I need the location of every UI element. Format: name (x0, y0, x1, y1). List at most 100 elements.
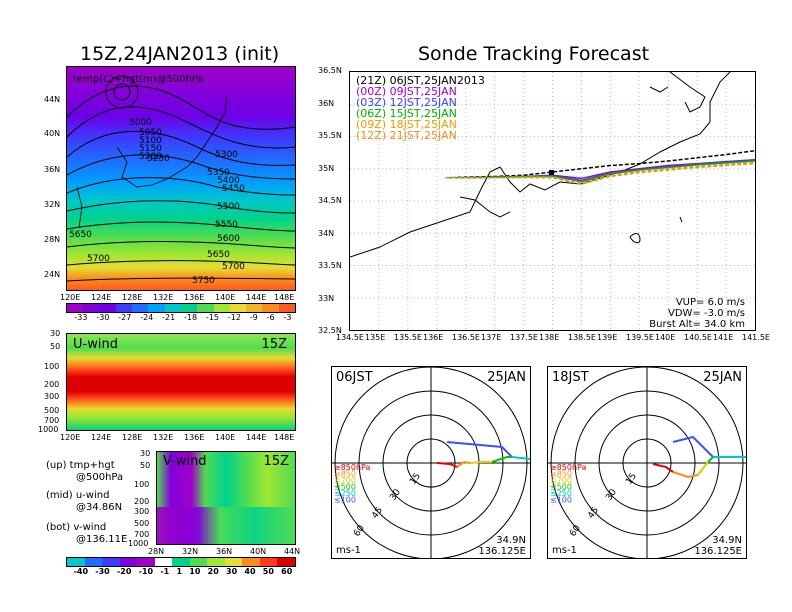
tick-lon: 141E (713, 333, 734, 342)
tick-lat: 28N (148, 547, 165, 556)
colorbar-label: 10 (189, 567, 201, 576)
legend-line: @136.11E (76, 534, 128, 545)
hodo-rings (548, 367, 746, 558)
colorbar-swatch (99, 304, 116, 312)
colorbar-swatch (278, 304, 295, 312)
track-lines (445, 149, 755, 186)
hodograph-right: 15 30 45 60 18JST 25JAN ≥850hPa ≤850 ≤700 ≤… (547, 366, 747, 559)
colorbar-label: -20 (116, 567, 132, 576)
hodo-trace-850 (456, 460, 471, 468)
tick-p: 500 (134, 519, 150, 528)
colorbar-label: -10 (138, 567, 154, 576)
tick-lon: 128E (122, 293, 143, 302)
colorbar-label: -6 (266, 313, 275, 322)
hodo-level-label: ≤100 (334, 496, 356, 505)
colorbar-swatch (148, 304, 165, 312)
colorbar-swatch (180, 304, 198, 312)
svg-text:5350: 5350 (207, 168, 230, 178)
svg-text:5650: 5650 (69, 230, 92, 240)
tick-lon: 135.5E (394, 333, 422, 342)
svg-text:5050: 5050 (139, 128, 162, 138)
tick-lon: 120E (60, 433, 81, 442)
tick-lon: 137E (481, 333, 502, 342)
tick-lon: 136E (184, 433, 205, 442)
colorbar-swatch (102, 558, 120, 566)
colorbar-label: -40 (73, 567, 89, 576)
hodo-level-label: ≤700 (334, 476, 356, 485)
run-legend-item: (03Z) 12JST,25JAN (356, 96, 457, 109)
colorbar-swatch (259, 558, 278, 566)
tick-p: 200 (134, 497, 150, 506)
colorbar-swatch (246, 304, 263, 312)
tick-lon: 120E (60, 293, 81, 302)
colorbar-swatch (277, 558, 295, 566)
uwind-panel: U-wind 15Z (66, 333, 296, 431)
colorbar-swatch (172, 558, 190, 566)
tick-lon: 141.5E (742, 333, 770, 342)
hodo-trace-850 (672, 471, 699, 479)
left-title: 15Z,24JAN2013 (init) (80, 43, 280, 65)
tick-lat: 44N (284, 547, 301, 556)
uwind-time: 15Z (261, 337, 287, 352)
hodo-trace-surface (652, 463, 674, 473)
colorbar-label: -24 (140, 313, 154, 322)
tick-lon: 128E (122, 433, 143, 442)
hodo-level-label: ≤100 (550, 496, 572, 505)
hodo-level-label: ≤500 (334, 483, 356, 492)
tick-p: 50 (50, 342, 61, 351)
vwind-lower-field (157, 507, 295, 544)
colorbar-swatch (242, 558, 260, 566)
tick-lat: 34.5N (318, 196, 342, 205)
tick-lon: 132E (153, 433, 174, 442)
hodo-levels: ≥850hPa≤850≤700≤500≤250≤100 (550, 463, 587, 505)
vwind-panel: V-wind 15Z (156, 451, 296, 545)
map-label: temp(C)+hgt(m)@500hPa (73, 74, 204, 85)
tick-lon: 144E (246, 293, 267, 302)
colorbar-label: -1 (160, 567, 170, 576)
colorbar-swatch (154, 558, 173, 566)
height-contour-labels: 5000 5050 5100 5150 5200 5250 5300 5350 … (69, 118, 245, 286)
legend-line: @500hPa (76, 472, 124, 483)
colorbar-swatch (229, 304, 247, 312)
tick-lat: 32N (44, 200, 61, 209)
colorbar-swatch (84, 558, 103, 566)
svg-text:5200: 5200 (139, 152, 162, 162)
tick-lat: 40N (250, 547, 267, 556)
temp-height-map-svg: temp(C)+hgt(m)@500hPa 5000 5050 5100 515… (67, 67, 295, 290)
temp-colorbar-labels: -33 -30 -27 -24 -21 -18 -15 -12 -9 -6 -3 (70, 313, 296, 322)
tick-p: 100 (134, 480, 150, 489)
wind-colorbar-labels: -40 -30 -20 -10 -1 1 10 20 30 40 50 60 (70, 567, 296, 576)
legend-line: (mid) u-wind (46, 490, 110, 501)
hodo-trace-700 (469, 461, 492, 464)
svg-text:5700: 5700 (222, 262, 245, 272)
colorbar-label: -27 (118, 313, 132, 322)
tick-lon: 124E (91, 293, 112, 302)
svg-text:60: 60 (568, 523, 583, 538)
hodo-level-label: ≤850 (550, 470, 572, 479)
colorbar-swatch (262, 304, 279, 312)
tick-p: 700 (44, 416, 60, 425)
run-legend-item: (21Z) 06JST,25JAN2013 (356, 74, 485, 87)
colorbar-label: -15 (205, 313, 220, 322)
run-legend-item: (00Z) 09JST,25JAN (356, 85, 457, 98)
tick-p: 700 (134, 530, 150, 539)
hodo-trace-500 (707, 456, 714, 463)
tick-p: 300 (44, 392, 60, 401)
svg-text:5650: 5650 (207, 250, 230, 260)
info-text: VUP= 6.0 m/s VDW= -3.0 m/s Burst Alt= 34… (649, 297, 745, 330)
temp-field (67, 67, 295, 290)
hodograph-right-svg: 15 30 45 60 18JST 25JAN ≥850hPa≤850≤700≤… (548, 367, 746, 558)
uwind-label: U-wind (73, 337, 118, 352)
hodo-trace-500 (491, 456, 512, 463)
tick-lat: 36N (318, 98, 335, 108)
tick-p: 200 (44, 380, 60, 389)
colorbar-swatch (189, 558, 208, 566)
tick-lat: 32.5N (318, 326, 342, 335)
colorbar-swatch (207, 558, 225, 566)
hodograph-left-svg: 15 30 45 60 06JST 25JAN ≥850hPa≤850≤700≤… (332, 367, 530, 558)
hodo-time: 06JST (336, 370, 373, 385)
run-legend: (21Z) 06JST,25JAN2013(00Z) 09JST,25JAN(0… (356, 74, 485, 142)
tick-lat: 36N (44, 165, 61, 174)
svg-text:5100: 5100 (139, 136, 162, 146)
colorbar-label: 20 (207, 567, 219, 576)
